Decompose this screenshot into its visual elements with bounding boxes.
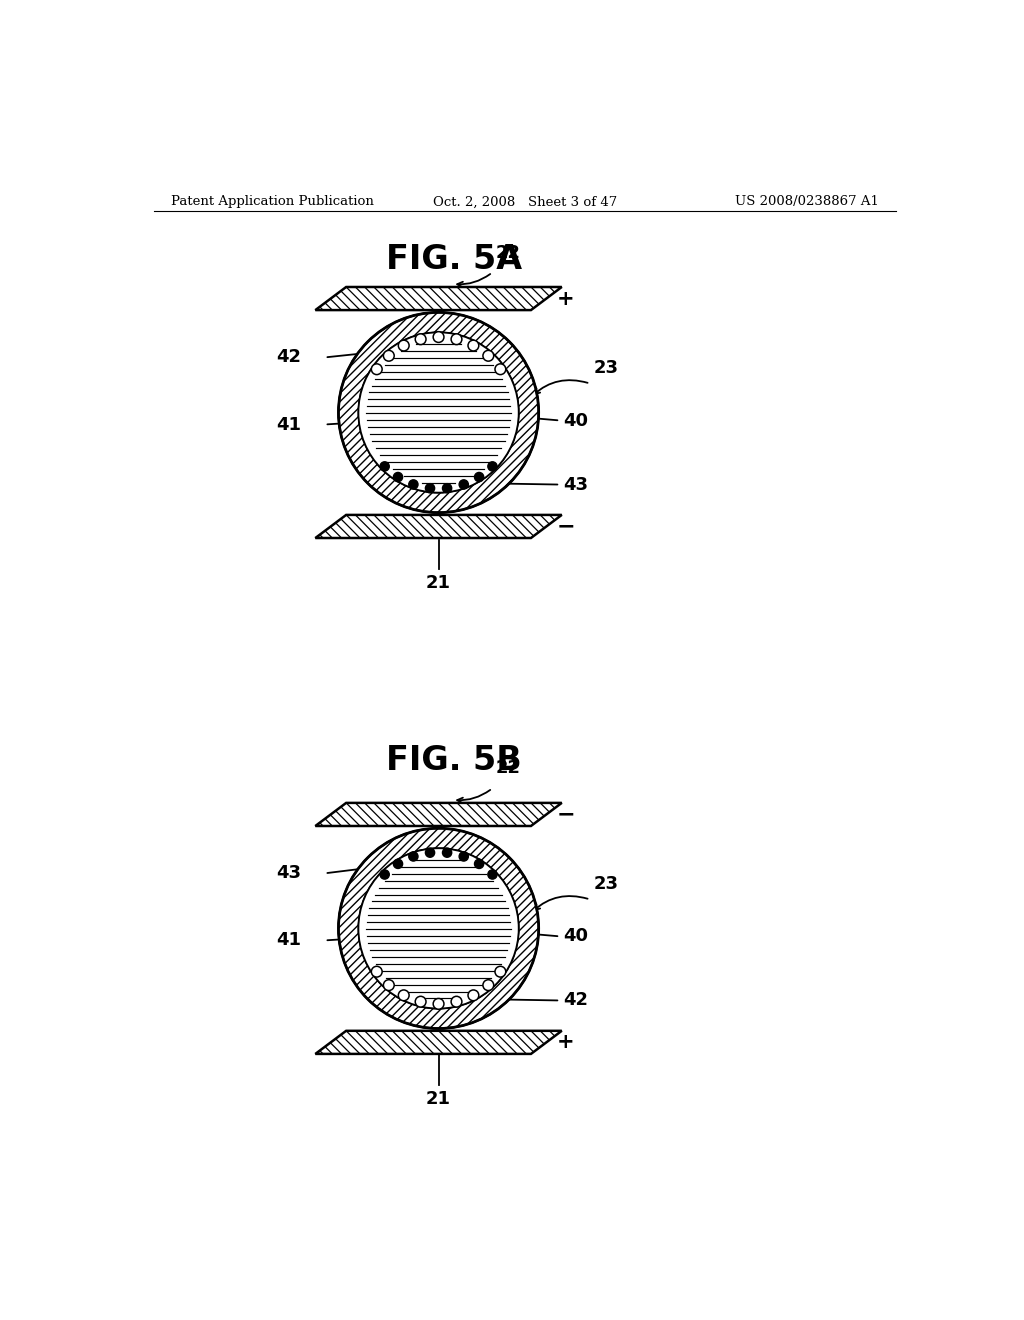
Text: −: − bbox=[557, 516, 575, 536]
Circle shape bbox=[425, 847, 434, 857]
Text: +: + bbox=[557, 1032, 574, 1052]
Circle shape bbox=[483, 350, 494, 362]
Circle shape bbox=[487, 462, 497, 471]
Polygon shape bbox=[315, 286, 562, 310]
Circle shape bbox=[425, 483, 434, 492]
Circle shape bbox=[495, 966, 506, 977]
Circle shape bbox=[358, 333, 518, 492]
Text: 41: 41 bbox=[276, 416, 301, 433]
Circle shape bbox=[483, 979, 494, 990]
Circle shape bbox=[452, 997, 462, 1007]
Circle shape bbox=[409, 480, 418, 490]
Text: FIG. 5A: FIG. 5A bbox=[386, 243, 522, 276]
Circle shape bbox=[398, 990, 410, 1001]
Circle shape bbox=[442, 847, 452, 857]
Polygon shape bbox=[315, 803, 562, 826]
Text: 43: 43 bbox=[563, 475, 589, 494]
Polygon shape bbox=[315, 1031, 562, 1053]
Circle shape bbox=[372, 364, 382, 375]
Text: US 2008/0238867 A1: US 2008/0238867 A1 bbox=[735, 195, 879, 209]
Circle shape bbox=[383, 350, 394, 362]
Text: 42: 42 bbox=[563, 991, 589, 1010]
Text: 22: 22 bbox=[496, 759, 520, 777]
Circle shape bbox=[398, 341, 410, 351]
Circle shape bbox=[474, 859, 483, 869]
Circle shape bbox=[358, 849, 518, 1008]
Circle shape bbox=[339, 829, 539, 1028]
Circle shape bbox=[393, 473, 402, 482]
Circle shape bbox=[380, 870, 389, 879]
Text: 23: 23 bbox=[594, 359, 620, 378]
Text: 21: 21 bbox=[426, 1090, 451, 1107]
Circle shape bbox=[339, 313, 539, 512]
Text: +: + bbox=[557, 289, 574, 309]
Text: 21: 21 bbox=[426, 574, 451, 593]
Circle shape bbox=[380, 462, 389, 471]
Circle shape bbox=[487, 870, 497, 879]
Circle shape bbox=[459, 851, 468, 861]
Text: 40: 40 bbox=[563, 928, 589, 945]
Text: 41: 41 bbox=[276, 932, 301, 949]
Circle shape bbox=[442, 483, 452, 492]
Circle shape bbox=[393, 859, 402, 869]
Text: −: − bbox=[557, 804, 575, 825]
Circle shape bbox=[383, 979, 394, 990]
Text: FIG. 5B: FIG. 5B bbox=[386, 743, 522, 776]
Circle shape bbox=[433, 998, 444, 1010]
Circle shape bbox=[416, 997, 426, 1007]
Circle shape bbox=[372, 966, 382, 977]
Circle shape bbox=[474, 473, 483, 482]
Text: 22: 22 bbox=[496, 244, 520, 261]
Text: 40: 40 bbox=[563, 412, 589, 429]
Circle shape bbox=[495, 364, 506, 375]
Circle shape bbox=[468, 341, 479, 351]
Circle shape bbox=[409, 851, 418, 861]
Polygon shape bbox=[315, 515, 562, 539]
Circle shape bbox=[459, 480, 468, 490]
Text: 23: 23 bbox=[594, 875, 620, 894]
Text: 42: 42 bbox=[276, 348, 301, 367]
Circle shape bbox=[452, 334, 462, 345]
Circle shape bbox=[416, 334, 426, 345]
Text: Oct. 2, 2008   Sheet 3 of 47: Oct. 2, 2008 Sheet 3 of 47 bbox=[433, 195, 616, 209]
Circle shape bbox=[468, 990, 479, 1001]
Text: Patent Application Publication: Patent Application Publication bbox=[171, 195, 374, 209]
Circle shape bbox=[433, 331, 444, 342]
Text: 43: 43 bbox=[276, 865, 301, 882]
